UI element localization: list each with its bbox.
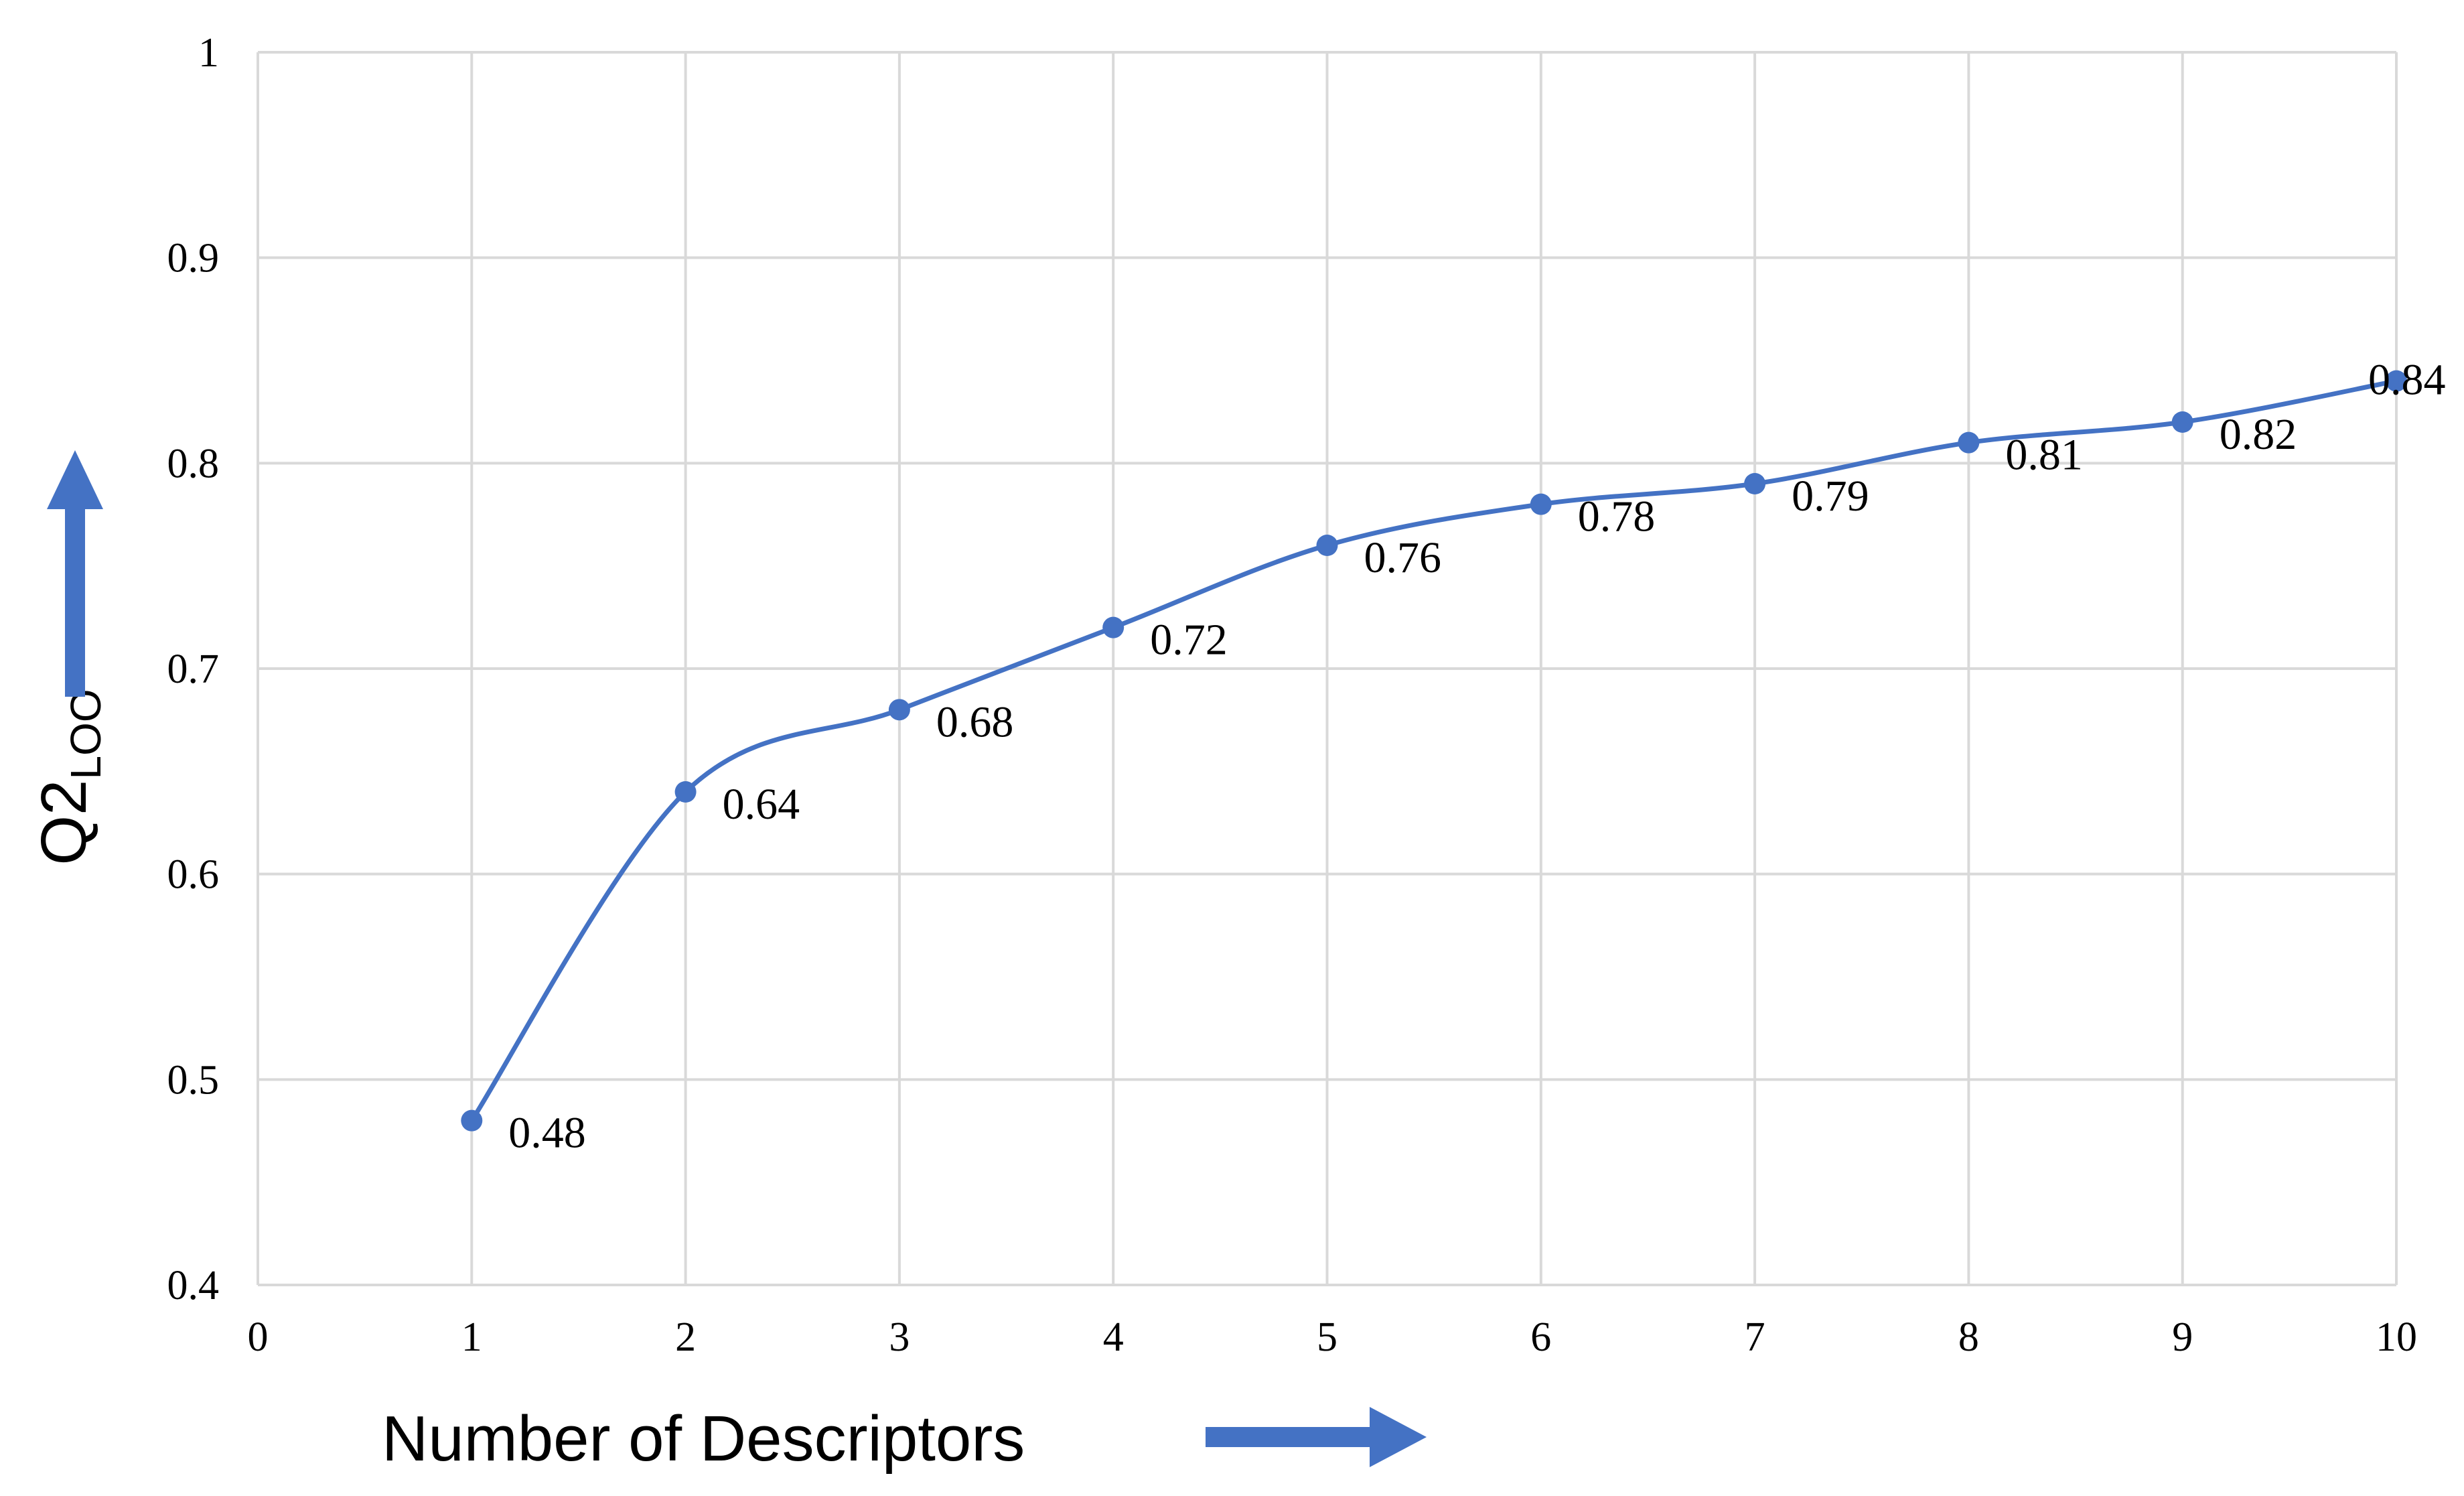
data-label: 0.78 [1578,492,1656,541]
svg-text:Q2LOO: Q2LOO [28,689,110,865]
data-point [461,1109,483,1132]
y-axis-title-subscript: LOO [62,689,110,779]
y-axis-title: Q2LOO [28,689,110,865]
data-labels: 0.48 0.64 0.68 0.72 0.76 0.78 0.79 0.81 0.82 0.84 [508,356,2445,1158]
data-point [674,781,697,803]
y-tick-label: 0.5 [167,1057,220,1103]
y-tick-label: 0.8 [167,441,220,486]
y-tick-label: 0.4 [167,1263,220,1308]
x-tick-label: 2 [675,1314,696,1360]
data-label: 0.64 [723,780,800,829]
data-label: 0.48 [508,1109,586,1158]
series-line [469,379,2397,1122]
x-axis-ticks: 0 1 2 3 4 5 6 7 8 9 10 [248,1314,2418,1360]
data-label: 0.68 [936,697,1014,746]
data-point [888,699,910,721]
x-tick-label: 4 [1103,1314,1124,1360]
data-point [2386,370,2407,392]
data-label: 0.82 [2220,410,2297,459]
data-label: 0.72 [1150,616,1228,665]
y-tick-label: 0.7 [167,647,220,692]
data-label: 0.84 [2368,356,2446,405]
x-tick-label: 3 [889,1314,910,1360]
y-axis-ticks: 0.4 0.5 0.6 0.7 0.8 0.9 1 [167,30,220,1308]
x-tick-label: 10 [2376,1314,2417,1360]
data-point [2171,411,2193,433]
y-tick-label: 0.6 [167,852,220,898]
x-tick-label: 1 [461,1314,482,1360]
y-tick-label: 1 [198,30,219,76]
data-label: 0.76 [1364,533,1442,582]
x-axis-title: Number of Descriptors [382,1403,1025,1475]
grid [257,51,2398,1286]
x-tick-label: 5 [1317,1314,1337,1360]
x-tick-label: 6 [1530,1314,1551,1360]
x-tick-label: 8 [1958,1314,1979,1360]
x-tick-label: 9 [2172,1314,2193,1360]
data-label: 0.79 [1792,472,1869,521]
data-point [1316,535,1338,556]
x-tick-label: 7 [1745,1314,1765,1360]
data-points [461,370,2407,1132]
y-axis-title-main: Q2 [28,780,100,866]
x-tick-label: 0 [248,1314,269,1360]
y-axis-arrow-icon [47,450,103,697]
data-point [1530,493,1552,515]
data-label: 0.81 [2005,431,2083,480]
x-axis-arrow-icon [1206,1407,1427,1467]
y-tick-label: 0.9 [167,236,220,281]
data-point [1744,473,1766,494]
data-point [1958,431,1980,454]
data-point [1102,616,1125,638]
